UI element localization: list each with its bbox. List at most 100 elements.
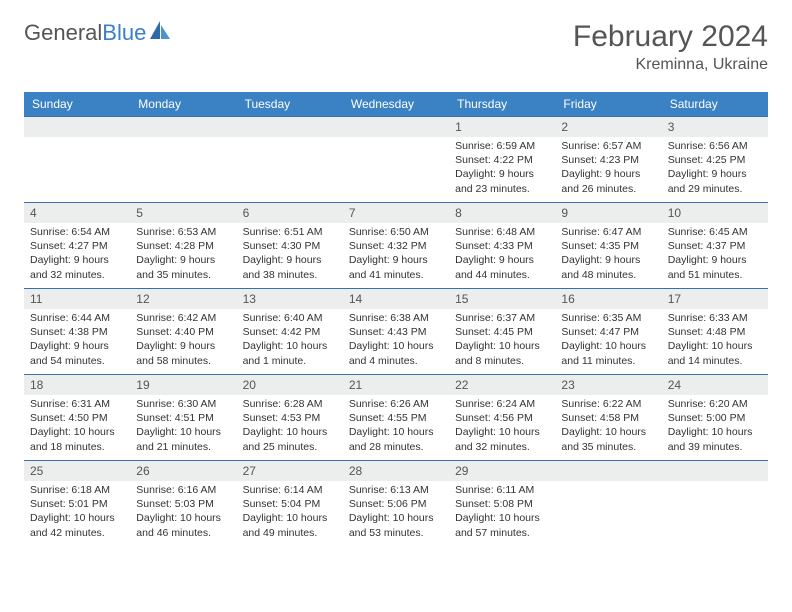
daylight-text: Daylight: 10 hours and 21 minutes. — [136, 425, 230, 453]
day-number: 26 — [130, 461, 236, 481]
sunrise-text: Sunrise: 6:20 AM — [668, 397, 762, 411]
day-details: Sunrise: 6:11 AMSunset: 5:08 PMDaylight:… — [449, 481, 555, 544]
calendar-day-cell: 22Sunrise: 6:24 AMSunset: 4:56 PMDayligh… — [449, 375, 555, 461]
sunrise-text: Sunrise: 6:30 AM — [136, 397, 230, 411]
sunrise-text: Sunrise: 6:59 AM — [455, 139, 549, 153]
sunrise-text: Sunrise: 6:16 AM — [136, 483, 230, 497]
day-number: 25 — [24, 461, 130, 481]
day-number: 29 — [449, 461, 555, 481]
sunset-text: Sunset: 4:51 PM — [136, 411, 230, 425]
day-details: Sunrise: 6:54 AMSunset: 4:27 PMDaylight:… — [24, 223, 130, 286]
calendar-day-cell: 29Sunrise: 6:11 AMSunset: 5:08 PMDayligh… — [449, 461, 555, 547]
calendar-day-cell: 16Sunrise: 6:35 AMSunset: 4:47 PMDayligh… — [555, 289, 661, 375]
day-number: 15 — [449, 289, 555, 309]
sunrise-text: Sunrise: 6:24 AM — [455, 397, 549, 411]
sunrise-text: Sunrise: 6:45 AM — [668, 225, 762, 239]
calendar-day-cell: 21Sunrise: 6:26 AMSunset: 4:55 PMDayligh… — [343, 375, 449, 461]
day-number: 6 — [237, 203, 343, 223]
calendar-week-row: 4Sunrise: 6:54 AMSunset: 4:27 PMDaylight… — [24, 203, 768, 289]
sunset-text: Sunset: 4:22 PM — [455, 153, 549, 167]
day-details: Sunrise: 6:16 AMSunset: 5:03 PMDaylight:… — [130, 481, 236, 544]
sunset-text: Sunset: 4:56 PM — [455, 411, 549, 425]
daylight-text: Daylight: 9 hours and 41 minutes. — [349, 253, 443, 281]
day-details: Sunrise: 6:30 AMSunset: 4:51 PMDaylight:… — [130, 395, 236, 458]
calendar-day-cell — [343, 117, 449, 203]
daylight-text: Daylight: 9 hours and 58 minutes. — [136, 339, 230, 367]
calendar-day-cell: 14Sunrise: 6:38 AMSunset: 4:43 PMDayligh… — [343, 289, 449, 375]
sunset-text: Sunset: 5:04 PM — [243, 497, 337, 511]
day-number: 11 — [24, 289, 130, 309]
brand-gray: General — [24, 20, 102, 45]
brand-text: GeneralBlue — [24, 20, 146, 46]
day-details: Sunrise: 6:20 AMSunset: 5:00 PMDaylight:… — [662, 395, 768, 458]
calendar-day-cell: 11Sunrise: 6:44 AMSunset: 4:38 PMDayligh… — [24, 289, 130, 375]
sunset-text: Sunset: 4:25 PM — [668, 153, 762, 167]
day-number: 7 — [343, 203, 449, 223]
day-details: Sunrise: 6:51 AMSunset: 4:30 PMDaylight:… — [237, 223, 343, 286]
daylight-text: Daylight: 10 hours and 4 minutes. — [349, 339, 443, 367]
sunset-text: Sunset: 5:06 PM — [349, 497, 443, 511]
day-details: Sunrise: 6:48 AMSunset: 4:33 PMDaylight:… — [449, 223, 555, 286]
day-details: Sunrise: 6:28 AMSunset: 4:53 PMDaylight:… — [237, 395, 343, 458]
sunrise-text: Sunrise: 6:51 AM — [243, 225, 337, 239]
day-details: Sunrise: 6:57 AMSunset: 4:23 PMDaylight:… — [555, 137, 661, 200]
calendar-day-cell: 24Sunrise: 6:20 AMSunset: 5:00 PMDayligh… — [662, 375, 768, 461]
title-block: February 2024 Kreminna, Ukraine — [573, 20, 768, 74]
calendar-day-cell: 10Sunrise: 6:45 AMSunset: 4:37 PMDayligh… — [662, 203, 768, 289]
day-details: Sunrise: 6:38 AMSunset: 4:43 PMDaylight:… — [343, 309, 449, 372]
calendar-week-row: 1Sunrise: 6:59 AMSunset: 4:22 PMDaylight… — [24, 117, 768, 203]
day-number: 18 — [24, 375, 130, 395]
sunrise-text: Sunrise: 6:53 AM — [136, 225, 230, 239]
calendar-day-cell: 27Sunrise: 6:14 AMSunset: 5:04 PMDayligh… — [237, 461, 343, 547]
sunset-text: Sunset: 4:43 PM — [349, 325, 443, 339]
day-number — [130, 117, 236, 137]
daylight-text: Daylight: 9 hours and 29 minutes. — [668, 167, 762, 195]
sunrise-text: Sunrise: 6:13 AM — [349, 483, 443, 497]
day-number: 17 — [662, 289, 768, 309]
sunset-text: Sunset: 4:23 PM — [561, 153, 655, 167]
day-details: Sunrise: 6:13 AMSunset: 5:06 PMDaylight:… — [343, 481, 449, 544]
day-number: 24 — [662, 375, 768, 395]
day-number: 5 — [130, 203, 236, 223]
sunset-text: Sunset: 4:47 PM — [561, 325, 655, 339]
sunrise-text: Sunrise: 6:57 AM — [561, 139, 655, 153]
daylight-text: Daylight: 9 hours and 38 minutes. — [243, 253, 337, 281]
calendar-day-cell: 5Sunrise: 6:53 AMSunset: 4:28 PMDaylight… — [130, 203, 236, 289]
day-number: 3 — [662, 117, 768, 137]
sunset-text: Sunset: 4:45 PM — [455, 325, 549, 339]
calendar-day-cell: 15Sunrise: 6:37 AMSunset: 4:45 PMDayligh… — [449, 289, 555, 375]
calendar-day-cell: 18Sunrise: 6:31 AMSunset: 4:50 PMDayligh… — [24, 375, 130, 461]
sunrise-text: Sunrise: 6:54 AM — [30, 225, 124, 239]
sunrise-text: Sunrise: 6:28 AM — [243, 397, 337, 411]
day-number — [24, 117, 130, 137]
daylight-text: Daylight: 10 hours and 35 minutes. — [561, 425, 655, 453]
sunrise-text: Sunrise: 6:37 AM — [455, 311, 549, 325]
sunrise-text: Sunrise: 6:50 AM — [349, 225, 443, 239]
day-number: 22 — [449, 375, 555, 395]
brand-logo: GeneralBlue — [24, 20, 172, 46]
day-details: Sunrise: 6:40 AMSunset: 4:42 PMDaylight:… — [237, 309, 343, 372]
sunrise-text: Sunrise: 6:47 AM — [561, 225, 655, 239]
day-details: Sunrise: 6:35 AMSunset: 4:47 PMDaylight:… — [555, 309, 661, 372]
day-details: Sunrise: 6:50 AMSunset: 4:32 PMDaylight:… — [343, 223, 449, 286]
day-details: Sunrise: 6:42 AMSunset: 4:40 PMDaylight:… — [130, 309, 236, 372]
day-details: Sunrise: 6:18 AMSunset: 5:01 PMDaylight:… — [24, 481, 130, 544]
calendar-day-cell: 25Sunrise: 6:18 AMSunset: 5:01 PMDayligh… — [24, 461, 130, 547]
daylight-text: Daylight: 10 hours and 49 minutes. — [243, 511, 337, 539]
calendar-week-row: 25Sunrise: 6:18 AMSunset: 5:01 PMDayligh… — [24, 461, 768, 547]
day-number: 27 — [237, 461, 343, 481]
calendar-day-cell: 12Sunrise: 6:42 AMSunset: 4:40 PMDayligh… — [130, 289, 236, 375]
day-number: 16 — [555, 289, 661, 309]
day-details: Sunrise: 6:33 AMSunset: 4:48 PMDaylight:… — [662, 309, 768, 372]
sunrise-text: Sunrise: 6:33 AM — [668, 311, 762, 325]
calendar-day-cell — [130, 117, 236, 203]
sunset-text: Sunset: 4:55 PM — [349, 411, 443, 425]
calendar-day-cell: 28Sunrise: 6:13 AMSunset: 5:06 PMDayligh… — [343, 461, 449, 547]
weekday-header: Tuesday — [237, 92, 343, 117]
daylight-text: Daylight: 10 hours and 18 minutes. — [30, 425, 124, 453]
calendar-day-cell: 23Sunrise: 6:22 AMSunset: 4:58 PMDayligh… — [555, 375, 661, 461]
sunrise-text: Sunrise: 6:26 AM — [349, 397, 443, 411]
sunset-text: Sunset: 4:40 PM — [136, 325, 230, 339]
calendar-day-cell: 1Sunrise: 6:59 AMSunset: 4:22 PMDaylight… — [449, 117, 555, 203]
calendar-day-cell: 7Sunrise: 6:50 AMSunset: 4:32 PMDaylight… — [343, 203, 449, 289]
